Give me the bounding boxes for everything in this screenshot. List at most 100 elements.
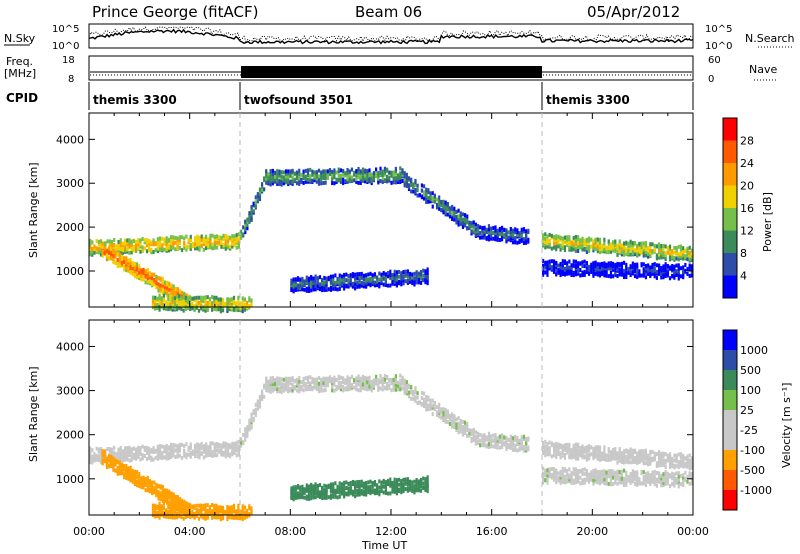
power-cell <box>89 252 92 257</box>
power-cell <box>126 244 129 249</box>
power-cell <box>110 240 114 245</box>
velocity-cell <box>323 493 326 498</box>
velocity-cell <box>265 376 268 381</box>
velocity-cell <box>312 486 315 491</box>
power-cell <box>153 277 156 282</box>
power-cell <box>603 273 606 278</box>
power-cell <box>160 296 163 301</box>
power-cell <box>383 170 387 175</box>
velocity-cell <box>668 484 672 489</box>
velocity-cell <box>243 510 247 515</box>
velocity-cell <box>213 506 216 511</box>
power-cell <box>213 245 216 250</box>
power-cell <box>244 230 247 235</box>
velocity-cell <box>218 448 221 453</box>
power-cell <box>336 276 339 281</box>
velocity-cell <box>612 482 615 487</box>
velocity-cell <box>258 399 262 404</box>
power-cell <box>226 306 229 311</box>
power-cell <box>174 289 177 294</box>
power-cell <box>139 241 142 246</box>
power-cell <box>609 242 613 247</box>
power-cell <box>598 267 602 272</box>
power-cell <box>542 269 545 274</box>
velocity-cell <box>271 384 274 389</box>
power-cell <box>327 275 330 280</box>
power-cell <box>243 297 247 302</box>
velocity-cell <box>649 449 652 454</box>
power-cell <box>433 199 436 204</box>
velocity-cell <box>427 395 430 400</box>
power-cell <box>671 263 674 268</box>
velocity-cell <box>228 508 231 513</box>
power-cell <box>614 270 617 275</box>
power-cell <box>342 172 345 177</box>
velocity-cell <box>200 445 203 450</box>
power-cell <box>657 250 661 255</box>
power-cell <box>552 266 556 271</box>
velocity-cell <box>559 475 562 480</box>
power-cell <box>294 283 297 288</box>
power-cell <box>387 271 390 276</box>
velocity-cell <box>525 443 528 448</box>
power-cell <box>258 187 262 192</box>
power-cell <box>550 246 553 251</box>
power-cell <box>548 238 551 243</box>
velocity-cell <box>612 472 615 477</box>
power-cell <box>636 252 639 257</box>
velocity-cell <box>287 387 290 392</box>
velocity-cell <box>596 448 599 453</box>
power-cell <box>244 223 247 228</box>
velocity-cell <box>211 441 214 446</box>
power-cell <box>145 249 149 254</box>
power-cell <box>378 284 381 289</box>
velocity-cell <box>200 451 203 456</box>
nsearch-tick-bottom: 10^0 <box>705 41 732 52</box>
velocity-cell <box>451 414 454 419</box>
velocity-cell <box>161 499 164 504</box>
velocity-cell <box>171 504 174 509</box>
velocity-cell <box>305 485 308 490</box>
power-cell <box>256 194 259 199</box>
velocity-cell <box>673 463 676 468</box>
power-cell <box>378 281 381 286</box>
power-cell <box>338 277 341 282</box>
velocity-cell <box>189 510 192 515</box>
velocity-cell <box>431 403 434 408</box>
y-tick-label: 2000 <box>56 221 84 234</box>
power-cell <box>394 180 397 185</box>
power-cell <box>171 296 174 301</box>
velocity-cell <box>671 462 674 467</box>
power-cell <box>132 239 135 244</box>
velocity-cell <box>125 475 128 480</box>
power-cell <box>474 232 477 237</box>
power-cell <box>159 247 162 252</box>
velocity-cell <box>254 402 257 407</box>
velocity-cell <box>688 461 691 466</box>
velocity-cell <box>101 449 104 454</box>
velocity-cell <box>248 418 251 423</box>
velocity-cell <box>175 507 179 512</box>
power-cell <box>124 248 127 253</box>
velocity-cell <box>561 470 564 475</box>
velocity-cell <box>146 475 149 480</box>
velocity-cell <box>218 442 221 447</box>
velocity-cell <box>494 436 497 441</box>
velocity-cell <box>125 468 128 473</box>
velocity-cell <box>211 515 214 520</box>
velocity-cell <box>461 428 465 433</box>
velocity-cell <box>679 473 683 478</box>
power-cell <box>426 273 429 278</box>
power-cell <box>420 183 424 188</box>
velocity-cell <box>260 391 264 396</box>
power-cell <box>204 306 207 311</box>
velocity-cell <box>158 515 161 520</box>
power-cell <box>572 259 575 264</box>
power-cell <box>657 271 661 276</box>
velocity-cell <box>377 381 380 386</box>
velocity-cell <box>139 448 142 453</box>
power-cell <box>416 183 419 188</box>
velocity-cell <box>511 447 515 452</box>
velocity-cell <box>364 386 367 391</box>
velocity-cell <box>172 496 175 501</box>
